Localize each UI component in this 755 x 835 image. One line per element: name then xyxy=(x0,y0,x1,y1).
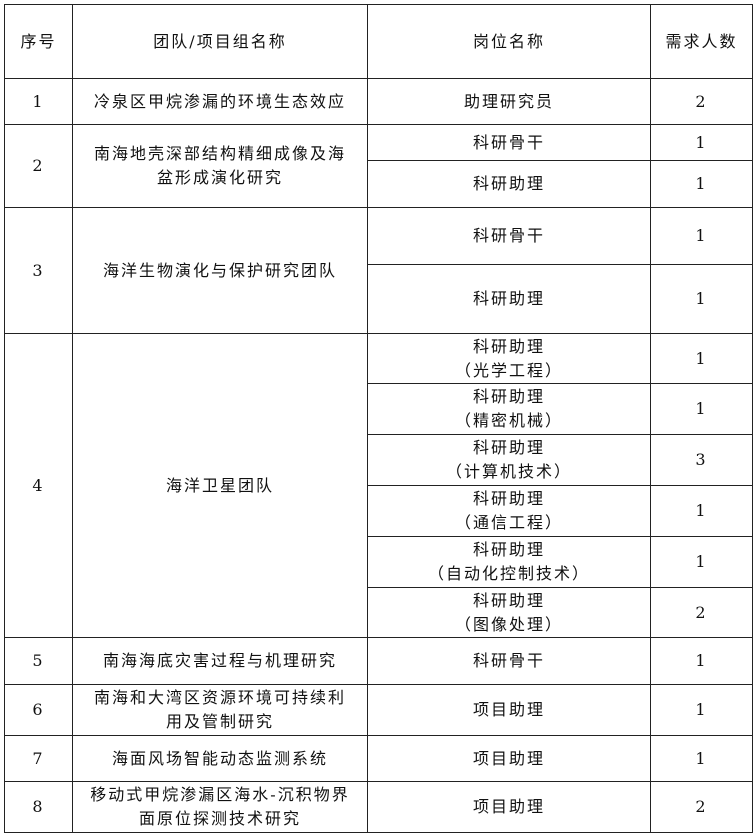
headcount: 3 xyxy=(650,434,753,486)
headcount: 1 xyxy=(650,207,753,265)
team-name: 南海地壳深部结构精细成像及海盆形成演化研究 xyxy=(72,124,368,208)
headcount: 1 xyxy=(650,383,753,435)
position-cell: 科研助理 （通信工程） xyxy=(367,485,651,537)
header-row: 序号 团队/项目组名称 岗位名称 需求人数 xyxy=(4,4,753,79)
row-number: 1 xyxy=(4,78,73,125)
position-cell: 项目助理 xyxy=(367,781,651,833)
position-title: 科研助理 xyxy=(472,336,545,356)
position-title: 科研骨干 xyxy=(472,226,545,245)
position-title: 助理研究员 xyxy=(463,91,554,111)
headcount: 1 xyxy=(650,160,753,208)
position-specialty: （自动化控制技术） xyxy=(427,564,590,583)
table-row: 2 南海地壳深部结构精细成像及海盆形成演化研究 科研骨干 1 xyxy=(4,124,753,208)
team-name: 海面风场智能动态监测系统 xyxy=(72,735,368,782)
row-number: 5 xyxy=(4,637,73,685)
position-cell: 科研骨干 xyxy=(367,637,651,685)
row-number: 7 xyxy=(4,735,73,782)
position-title: 科研助理 xyxy=(472,387,545,406)
team-name: 海洋卫星团队 xyxy=(72,333,368,638)
row-number: 3 xyxy=(4,207,73,334)
table-row: 7 海面风场智能动态监测系统 项目助理 1 xyxy=(4,735,753,782)
headcount: 2 xyxy=(650,587,753,638)
headcount: 2 xyxy=(650,78,753,125)
row-number: 2 xyxy=(4,124,73,208)
position-title: 科研骨干 xyxy=(472,132,545,152)
position-title: 科研助理 xyxy=(472,590,545,610)
table-row: 科研助理 （计算机技术） 3 xyxy=(5,434,753,486)
position-cell: 科研助理 （图像处理） xyxy=(367,587,651,638)
position-title: 科研助理 xyxy=(472,174,545,193)
position-specialty: （通信工程） xyxy=(454,513,563,532)
team-name: 南海海底灾害过程与机理研究 xyxy=(72,637,368,685)
header-team: 团队/项目组名称 xyxy=(72,4,368,79)
table-row: 科研助理 （精密机械） 1 xyxy=(5,383,753,435)
table-row: 4 海洋卫星团队 科研助理 （光学工程） 1 xyxy=(4,333,753,638)
position-title: 科研骨干 xyxy=(472,651,545,670)
table-row: 1 冷泉区甲烷渗漏的环境生态效应 助理研究员 2 xyxy=(4,78,753,125)
headcount: 1 xyxy=(650,735,753,782)
headcount: 1 xyxy=(650,124,753,161)
position-title: 科研助理 xyxy=(472,438,545,457)
position-specialty: （计算机技术） xyxy=(445,462,572,481)
table-row: 科研助理 1 xyxy=(5,160,753,208)
position-cell: 科研助理 （光学工程） xyxy=(367,333,651,384)
position-title: 项目助理 xyxy=(472,700,545,719)
team-name: 南海和大湾区资源环境可持续利用及管制研究 xyxy=(72,684,368,736)
position-cell: 科研助理 xyxy=(367,264,651,334)
recruitment-table: 序号 团队/项目组名称 岗位名称 需求人数 1 冷泉区甲烷渗漏的环境生态效应 助理研… xyxy=(4,4,753,833)
header-position: 岗位名称 xyxy=(367,4,651,79)
position-cell: 科研助理 （计算机技术） xyxy=(367,434,651,486)
position-cell: 项目助理 xyxy=(367,735,651,782)
headcount: 1 xyxy=(650,264,753,334)
position-cell: 科研骨干 xyxy=(367,207,651,265)
position-cell: 科研助理 xyxy=(367,160,651,208)
table-row: 8 移动式甲烷渗漏区海水-沉积物界面原位探测技术研究 项目助理 2 xyxy=(4,781,753,833)
position-title: 项目助理 xyxy=(472,797,545,816)
position-title: 项目助理 xyxy=(472,748,545,768)
position-title: 科研助理 xyxy=(472,540,545,559)
headcount: 1 xyxy=(650,485,753,537)
position-cell: 项目助理 xyxy=(367,684,651,736)
headcount: 1 xyxy=(650,333,753,384)
position-specialty: （图像处理） xyxy=(454,614,563,634)
header-no: 序号 xyxy=(4,4,73,79)
position-cell: 助理研究员 xyxy=(367,78,651,125)
row-number: 8 xyxy=(4,781,73,833)
headcount: 1 xyxy=(650,536,753,588)
team-name: 海洋生物演化与保护研究团队 xyxy=(72,207,368,334)
team-name: 冷泉区甲烷渗漏的环境生态效应 xyxy=(72,78,368,125)
header-count: 需求人数 xyxy=(650,4,753,79)
table-row: 科研助理 1 xyxy=(5,264,753,334)
position-cell: 科研助理 （自动化控制技术） xyxy=(367,536,651,588)
position-title: 科研助理 xyxy=(472,489,545,508)
row-number: 4 xyxy=(4,333,73,638)
row-number: 6 xyxy=(4,684,73,736)
position-cell: 科研骨干 xyxy=(367,124,651,161)
team-name: 移动式甲烷渗漏区海水-沉积物界面原位探测技术研究 xyxy=(72,781,368,833)
position-title: 科研助理 xyxy=(472,289,545,308)
table-row: 6 南海和大湾区资源环境可持续利用及管制研究 项目助理 1 xyxy=(4,684,753,736)
table-row: 5 南海海底灾害过程与机理研究 科研骨干 1 xyxy=(4,637,753,685)
table-row: 科研助理 （自动化控制技术） 1 xyxy=(5,536,753,588)
headcount: 1 xyxy=(650,637,753,685)
headcount: 2 xyxy=(650,781,753,833)
position-specialty: （光学工程） xyxy=(454,360,563,380)
position-cell: 科研助理 （精密机械） xyxy=(367,383,651,435)
position-specialty: （精密机械） xyxy=(454,411,563,430)
headcount: 1 xyxy=(650,684,753,736)
table-row: 科研助理 （图像处理） 2 xyxy=(5,587,753,638)
table-row: 3 海洋生物演化与保护研究团队 科研骨干 1 xyxy=(4,207,753,334)
